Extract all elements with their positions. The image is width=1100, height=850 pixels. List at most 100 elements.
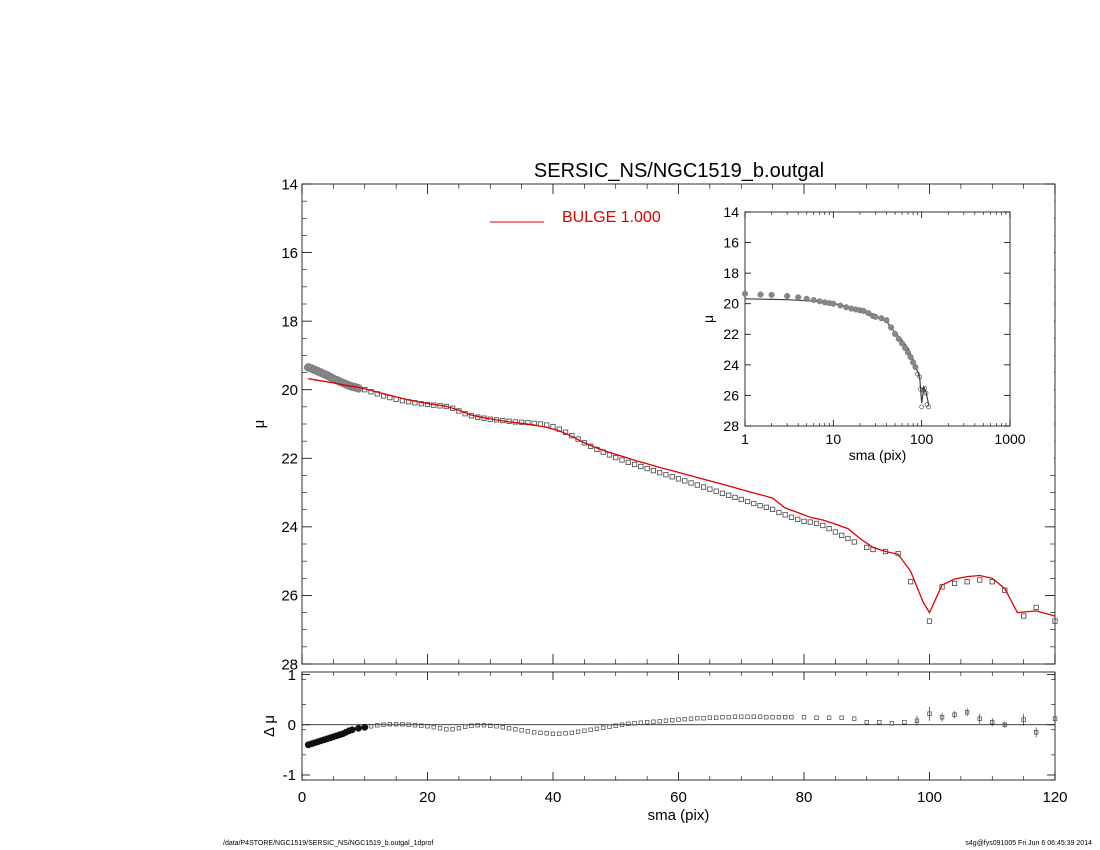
residual-point xyxy=(619,722,625,727)
residual-point xyxy=(826,715,832,720)
legend: BULGE 1.000 xyxy=(490,209,661,226)
inset-data-point xyxy=(784,293,791,300)
residual-point xyxy=(695,716,700,721)
residual-point xyxy=(638,720,643,725)
residual-point xyxy=(701,716,706,721)
residual-point xyxy=(902,720,907,725)
y-tick-label: 22 xyxy=(723,326,739,342)
inset-data-point xyxy=(904,349,911,356)
residual-point xyxy=(481,723,487,728)
data-point xyxy=(908,579,914,585)
residual-point xyxy=(801,715,807,720)
data-point xyxy=(1021,613,1027,619)
residual-point xyxy=(682,717,687,722)
residual-point xyxy=(550,731,556,736)
y-tick-label: 28 xyxy=(281,656,298,673)
data-point xyxy=(757,502,763,509)
y-tick-label: 18 xyxy=(281,313,298,330)
y-tick-label: 1 xyxy=(288,667,296,684)
inset-log-panel: 1 10 100 1000 14 16 18 20 22 24 26 28 sma (pix) μ xyxy=(700,196,1054,472)
x-tick-label: 40 xyxy=(545,789,562,806)
residual-point xyxy=(626,721,631,726)
inset-data-point xyxy=(843,304,850,311)
residual-point xyxy=(1002,722,1007,727)
data-point xyxy=(738,496,744,503)
residual-point xyxy=(1052,716,1058,721)
residual-point xyxy=(776,715,782,720)
x-tick-label: 100 xyxy=(917,789,942,806)
inset-data-point xyxy=(899,340,906,347)
data-point xyxy=(964,579,970,585)
inset-data-point xyxy=(883,317,890,324)
inset-data-point xyxy=(923,390,929,396)
data-point xyxy=(763,504,769,510)
residual-point xyxy=(563,731,568,736)
data-point xyxy=(839,532,845,539)
residual-point xyxy=(739,714,744,719)
residual-point xyxy=(707,715,713,720)
data-point xyxy=(519,419,525,425)
x-tick-label: 60 xyxy=(670,789,687,806)
inset-data-point xyxy=(892,330,899,337)
residual-point xyxy=(964,710,970,715)
data-point xyxy=(631,461,638,468)
residual-point xyxy=(789,715,794,720)
residual-point xyxy=(375,723,380,728)
data-point xyxy=(851,539,857,545)
data-point xyxy=(638,463,644,470)
residual-point xyxy=(400,722,405,727)
residual-point xyxy=(406,722,411,727)
residual-point xyxy=(990,720,995,725)
residual-point xyxy=(814,715,819,720)
y-tick-label: 14 xyxy=(723,204,739,220)
inset-data-point xyxy=(865,310,872,317)
y-tick-label: -1 xyxy=(283,767,296,784)
residual-point xyxy=(839,715,844,720)
residual-point xyxy=(368,724,374,729)
x-tick-label: 10 xyxy=(826,431,842,447)
data-point xyxy=(726,492,732,498)
data-point xyxy=(581,440,587,446)
residual-point xyxy=(444,727,449,732)
y-tick-label: 20 xyxy=(281,382,298,399)
residual-point xyxy=(525,729,531,734)
data-point xyxy=(418,401,424,407)
residual-point xyxy=(726,715,731,720)
inset-data-point xyxy=(810,297,817,304)
bulge-model-line xyxy=(308,378,1056,617)
inset-data-point xyxy=(742,290,749,297)
y-tick-label: 24 xyxy=(281,519,298,536)
y-tick-label: 20 xyxy=(723,296,739,312)
y-tick-label: 24 xyxy=(723,357,739,373)
data-point xyxy=(776,509,782,516)
x-tick-label: 1 xyxy=(741,431,749,447)
residual-point xyxy=(889,721,894,726)
inset-data-point xyxy=(895,335,902,342)
inset-data-point xyxy=(757,291,764,298)
residual-point xyxy=(613,723,618,728)
footer-timestamp: s4g@fys091005 Fri Jun 6 06:45:39 2014 xyxy=(965,840,1092,847)
residual-point xyxy=(475,723,480,728)
y-tick-label: 28 xyxy=(723,418,739,434)
data-point xyxy=(368,389,374,395)
residual-point xyxy=(463,724,468,729)
residual-point xyxy=(588,727,593,732)
residual-point xyxy=(381,722,386,727)
data-point xyxy=(795,516,801,522)
data-point xyxy=(977,577,983,583)
residual-point xyxy=(607,724,612,729)
plot-frame xyxy=(744,211,1011,427)
data-point xyxy=(719,490,726,496)
residual-point xyxy=(601,725,606,730)
inset-data-point xyxy=(816,298,823,305)
y-axis-title: μ xyxy=(700,315,716,323)
x-tick-label: 120 xyxy=(1042,789,1067,806)
residual-point xyxy=(751,714,756,719)
y-tick-label: 14 xyxy=(281,176,298,193)
residual-point xyxy=(877,720,882,725)
y-axis-title: Δ μ xyxy=(261,715,278,737)
residual-point xyxy=(488,723,493,728)
data-point xyxy=(832,529,838,535)
